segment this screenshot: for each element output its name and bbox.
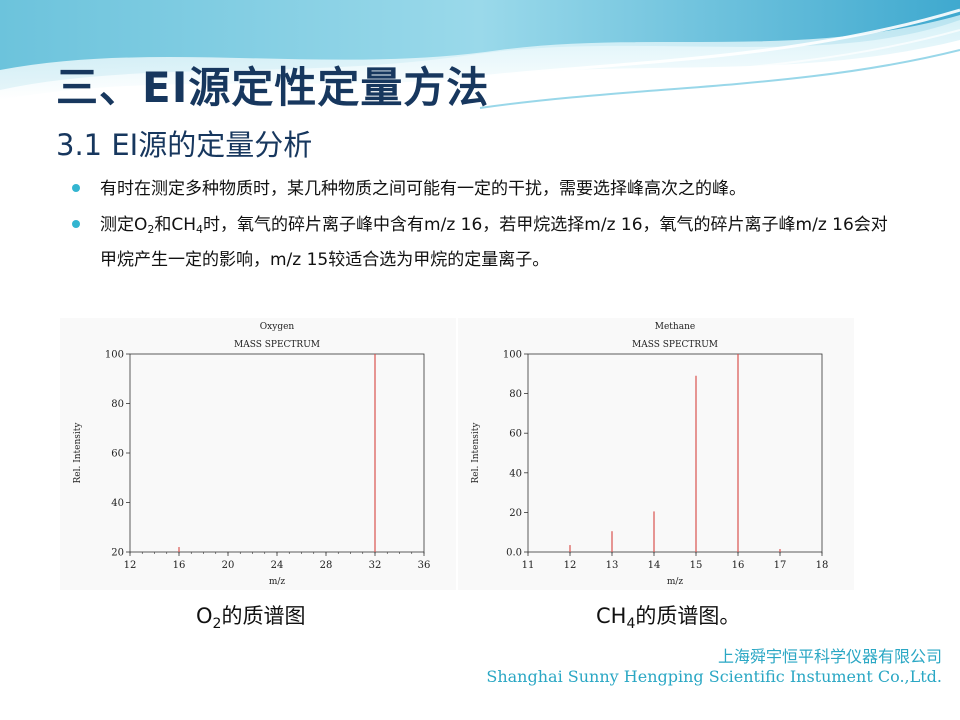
slide-title: 三、EI源定性定量方法 (56, 63, 490, 112)
x-tick-label: 16 (173, 560, 186, 571)
x-tick-label: 17 (774, 560, 787, 571)
chart-subtitle: MASS SPECTRUM (632, 340, 718, 350)
plot-frame (527, 353, 823, 553)
x-tick-label: 14 (648, 560, 661, 571)
bullet-text-mid: 和CH (154, 215, 197, 235)
header-wave-decoration (0, 0, 960, 109)
y-tick-label: 100 (503, 350, 522, 361)
caption-rest: 的质谱图。 (635, 604, 741, 628)
bullet-text-prefix: 测定O (100, 215, 148, 235)
y-tick-label: 80 (111, 399, 124, 410)
y-tick-label: 20 (111, 548, 124, 559)
x-tick-label: 36 (418, 560, 431, 571)
bullet-item-2: 测定O2和CH4时，氧气的碎片离子峰中含有m/z 16，若甲烷选择m/z 16，… (70, 210, 900, 275)
y-tick-label: 100 (105, 350, 124, 361)
bullet-text: 时，氧气的碎片离子峰中含有m/z 16，若甲烷选择m/z 16，氧气的碎片离子峰… (100, 215, 888, 270)
oxygen-caption: O2的质谱图 (196, 600, 305, 632)
caption-main: O (196, 604, 213, 628)
bullet-dot-icon (72, 184, 80, 192)
chart-svg: Methane MASS SPECTRUM 11 12 13 14 15 16 17 18 0.0 2… (471, 322, 829, 587)
x-tick-label: 32 (369, 560, 382, 571)
x-tick-label: 12 (564, 560, 577, 571)
methane-mass-spectrum-chart: Methane MASS SPECTRUM 11 12 13 14 15 16 17 18 0.0 2… (458, 318, 854, 590)
x-tick-label: 20 (222, 560, 235, 571)
x-tick-label: 16 (732, 560, 745, 571)
bullet-text: 有时在测定多种物质时，某几种物质之间可能有一定的干扰，需要选择峰高次之的峰。 (100, 179, 746, 199)
caption-rest: 的质谱图 (221, 604, 306, 628)
company-name-cn: 上海舜宇恒平科学仪器有限公司 (717, 647, 942, 666)
subscript: 4 (196, 223, 204, 236)
plot-frame (129, 353, 425, 553)
oxygen-mass-spectrum-chart: Oxygen MASS SPECTRUM 12 16 20 24 28 32 36 20 40 60 8… (60, 318, 456, 590)
x-axis-label: m/z (667, 577, 684, 587)
x-tick-label: 13 (606, 560, 619, 571)
y-tick-label: 20 (509, 508, 522, 519)
bullet-dot-icon (72, 220, 80, 228)
caption-main: CH (596, 604, 627, 628)
x-tick-label: 15 (690, 560, 703, 571)
x-tick-label: 24 (271, 560, 284, 571)
y-tick-label: 0.0 (506, 548, 522, 559)
y-tick-label: 40 (509, 468, 522, 479)
x-tick-label: 11 (522, 560, 535, 571)
x-tick-label: 12 (124, 560, 137, 571)
chart-title: Methane (655, 322, 695, 332)
chart-subtitle: MASS SPECTRUM (234, 340, 320, 350)
y-axis-label: Rel. Intensity (471, 422, 481, 484)
caption-subscript: 4 (626, 616, 636, 632)
company-name-en: Shanghai Sunny Hengping Scientific Instu… (486, 667, 942, 686)
y-tick-label: 80 (509, 389, 522, 400)
bullet-list: 有时在测定多种物质时，某几种物质之间可能有一定的干扰，需要选择峰高次之的峰。 测… (70, 174, 900, 281)
caption-subscript: 2 (212, 616, 222, 632)
chart-title: Oxygen (260, 322, 295, 332)
y-tick-label: 60 (509, 429, 522, 440)
x-tick-label: 28 (320, 560, 333, 571)
subscript: 2 (147, 223, 155, 236)
methane-caption: CH4的质谱图。 (596, 600, 740, 632)
bullet-item-1: 有时在测定多种物质时，某几种物质之间可能有一定的干扰，需要选择峰高次之的峰。 (70, 174, 900, 204)
y-axis-label: Rel. Intensity (73, 422, 83, 484)
x-axis-label: m/z (269, 577, 286, 587)
chart-svg: Oxygen MASS SPECTRUM 12 16 20 24 28 32 36 20 40 60 8… (73, 322, 431, 587)
slide-subtitle: 3.1 EI源的定量分析 (56, 128, 313, 162)
y-tick-label: 60 (111, 449, 124, 460)
x-tick-label: 18 (816, 560, 829, 571)
y-tick-label: 40 (111, 498, 124, 509)
